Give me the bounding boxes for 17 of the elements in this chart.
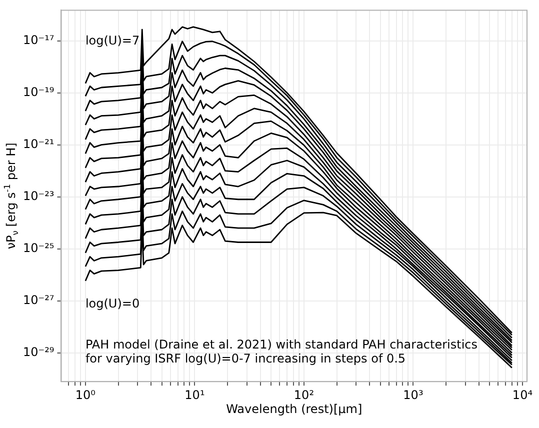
x-tick-label: 10¹ — [184, 388, 205, 402]
y-tick-label: 10⁻¹⁹ — [22, 84, 54, 99]
annotation: log(U)=0 — [85, 296, 140, 310]
y-tick-label: 10⁻²¹ — [22, 136, 54, 151]
y-axis-title: νPν [erg s-1 per H] — [2, 142, 20, 250]
y-tick-label: 10⁻²³ — [22, 188, 54, 203]
annotation: PAH model (Draine et al. 2021) with standard PAH characteristics for varying ISRF log(U)=0-7 increasing in steps of 0.5 — [85, 337, 478, 366]
x-tick-label: 10⁰ — [75, 388, 96, 402]
x-tick-label: 10² — [294, 388, 314, 402]
y-tick-label: 10⁻²⁹ — [22, 345, 54, 360]
y-tick-label: 10⁻¹⁷ — [22, 32, 54, 47]
x-tick-label: 10³ — [403, 388, 424, 402]
y-tick-label: 10⁻²⁷ — [22, 293, 54, 308]
x-axis-title: Wavelength (rest)[μm] — [226, 402, 362, 416]
annotation: log(U)=7 — [85, 33, 140, 48]
x-tick-label: 10⁴ — [512, 388, 533, 402]
y-tick-label: 10⁻²⁵ — [22, 241, 54, 256]
